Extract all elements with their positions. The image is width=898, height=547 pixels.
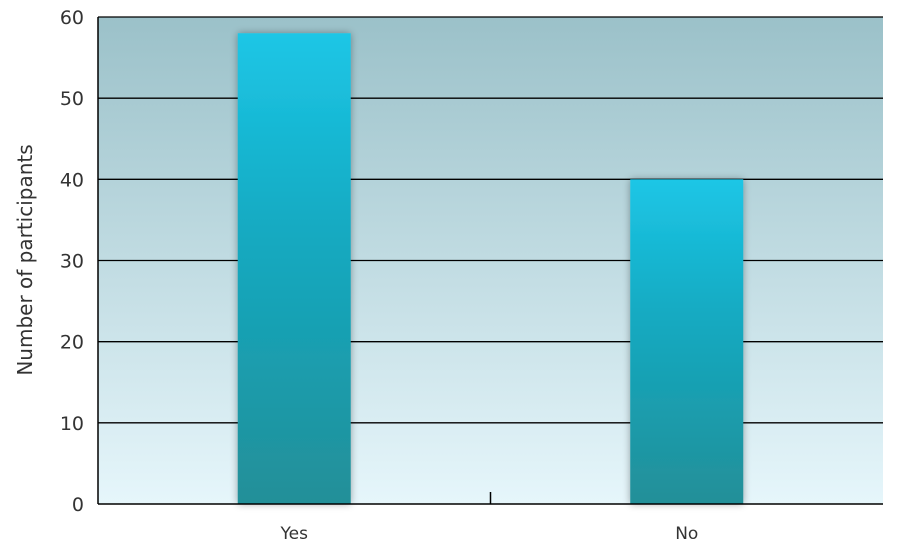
bars <box>237 33 744 505</box>
x-tick-label-yes: Yes <box>280 524 309 544</box>
x-tick-label-no: No <box>675 524 698 544</box>
bar-yes <box>237 33 351 504</box>
y-tick-label-20: 20 <box>60 332 84 354</box>
y-axis-title: Number of participants <box>13 144 37 375</box>
gridlines <box>98 16 883 424</box>
y-tick-label-60: 60 <box>60 7 84 29</box>
y-tick-label-0: 0 <box>72 494 84 516</box>
axes <box>97 17 883 505</box>
y-tick-label-30: 30 <box>60 251 84 273</box>
bar-no <box>630 179 744 505</box>
y-tick-label-40: 40 <box>60 169 84 191</box>
y-tick-label-50: 50 <box>60 88 84 110</box>
x-tick-labels: Yes No <box>280 524 699 544</box>
y-tick-label-10: 10 <box>60 413 84 435</box>
y-tick-labels: 0 10 20 30 40 50 60 <box>60 7 84 516</box>
